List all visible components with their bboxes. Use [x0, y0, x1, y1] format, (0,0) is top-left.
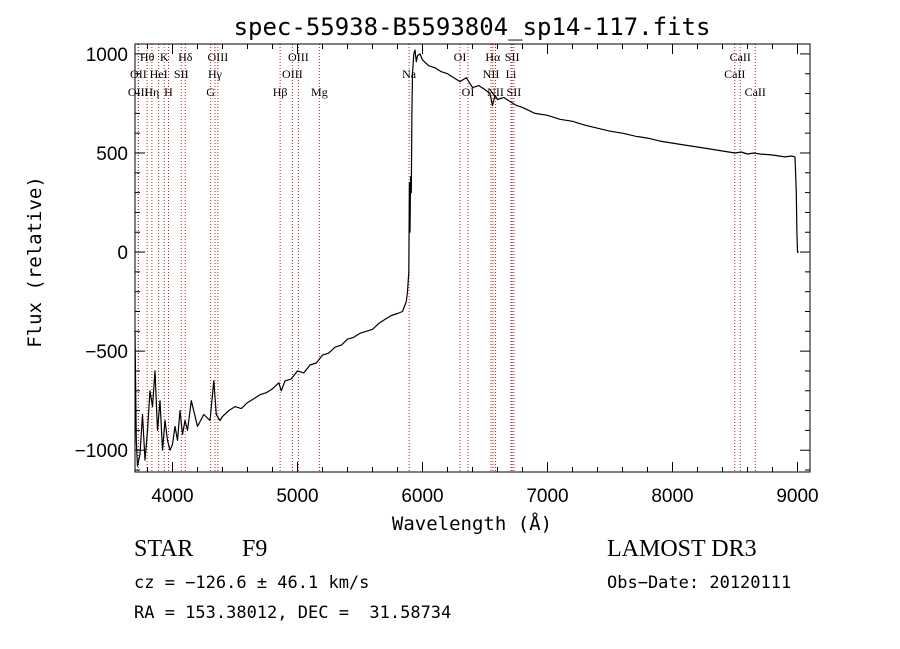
x-tick-label: 7000: [526, 486, 568, 507]
x-tick-label: 4000: [151, 486, 193, 507]
chart-title: spec-55938-B5593804_sp14-117.fits: [234, 13, 711, 41]
line-marker-label: Hθ: [140, 50, 155, 64]
line-marker-label: Hη: [144, 85, 159, 99]
line-marker-label: SII: [505, 50, 520, 64]
line-marker-label: CaII: [724, 67, 745, 81]
coordinates: RA = 153.38012, DEC = 31.58734: [134, 603, 452, 623]
y-tick-label: −1000: [75, 441, 128, 462]
line-marker-label: HeI: [150, 67, 168, 81]
x-tick-label: 5000: [276, 486, 318, 507]
line-marker-label: G: [206, 85, 215, 99]
y-axis-label: Flux (relative): [24, 176, 46, 348]
survey-name: LAMOST DR3: [607, 536, 757, 562]
y-tick-label: 1000: [86, 45, 128, 66]
spectrum-line: [134, 49, 799, 467]
line-marker-label: Na: [402, 67, 417, 81]
line-marker-label: Hβ: [273, 85, 288, 99]
y-tick-label: 0: [117, 243, 128, 264]
line-marker-label: OI: [462, 85, 475, 99]
x-tick-label: 9000: [776, 486, 818, 507]
line-markers: [137, 44, 756, 472]
line-marker-label: NII: [487, 85, 504, 99]
y-tick-label: 500: [96, 144, 128, 165]
object-subclass: F9: [242, 536, 268, 562]
line-marker-label: Li: [506, 67, 517, 81]
x-tick-label: 8000: [651, 486, 693, 507]
x-tick-label: 6000: [401, 486, 443, 507]
line-marker-label: H: [164, 85, 173, 99]
redshift-velocity: cz = −126.6 ± 46.1 km/s: [134, 573, 370, 593]
plot-frame: [134, 43, 811, 473]
object-class: STAR: [134, 536, 194, 562]
line-marker-label: OIII: [288, 50, 309, 64]
line-marker-label: Mg: [311, 85, 328, 99]
observation-date: Obs−Date: 20120111: [607, 573, 792, 593]
line-marker-label: CaII: [745, 85, 766, 99]
line-marker-label: OIII: [208, 50, 229, 64]
line-marker-label: Hδ: [178, 50, 193, 64]
spectrum-series: [134, 49, 799, 467]
line-marker-label: OIII: [282, 67, 303, 81]
line-marker-label: Hα: [485, 50, 501, 64]
line-marker-label: CaII: [730, 50, 751, 64]
axes: 4000 5000 6000 7000 8000 9000 −1000 −500 0 500 100…: [75, 43, 819, 507]
x-axis-label: Wavelength (Å): [392, 512, 552, 535]
line-marker-label: NII: [483, 67, 500, 81]
y-tick-label: −500: [85, 342, 128, 363]
line-marker-label: SII: [507, 85, 522, 99]
line-marker-label: OI: [454, 50, 467, 64]
line-marker-label: Hγ: [208, 67, 223, 81]
line-marker-label: SII: [174, 67, 189, 81]
line-marker-label: K: [160, 50, 169, 64]
line-marker-label: OIII: [128, 85, 149, 99]
